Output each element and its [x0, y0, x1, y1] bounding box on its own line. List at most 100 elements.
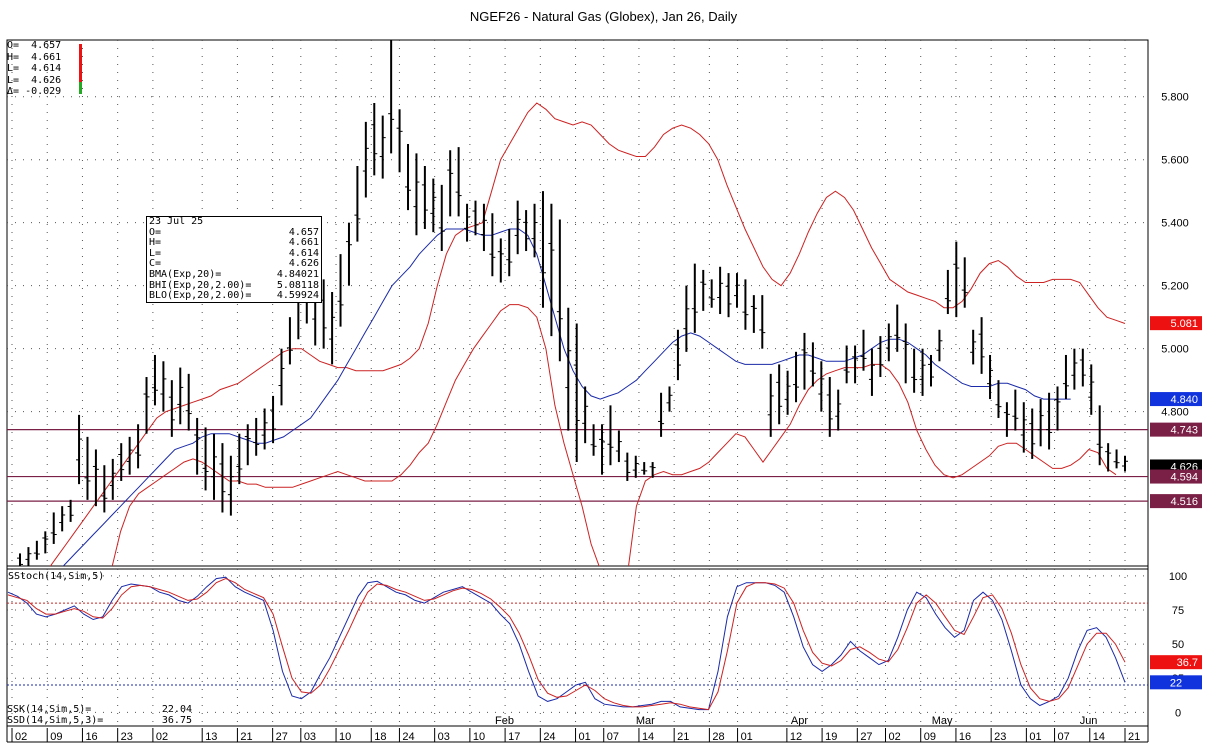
- date-tick-label: 19: [825, 731, 837, 743]
- stoch-d-badge: [1150, 655, 1202, 670]
- stoch-tick-label: 100: [1169, 571, 1187, 583]
- info-row-label: L=: [149, 247, 162, 259]
- date-tick-label: 07: [607, 731, 619, 743]
- price-badge-label: 4.840: [1170, 394, 1198, 406]
- price-tick-label: 5.800: [1161, 92, 1189, 104]
- stoch-value-label: SSK(14,Sim,5)=: [7, 704, 92, 715]
- date-tick-label: 18: [374, 731, 386, 743]
- date-tick-label: 21: [1128, 731, 1140, 743]
- chart-title: NGEF26 - Natural Gas (Globex), Jan 26, D…: [469, 9, 738, 24]
- price-tick-label: 5.000: [1161, 344, 1189, 356]
- stoch-k-badge: [1150, 675, 1202, 690]
- info-row-label: H=: [149, 237, 162, 249]
- info-row: L= 4.614: [147, 247, 321, 260]
- price-tick-label: 5.600: [1161, 155, 1189, 167]
- info-row-value: 4.59924: [276, 290, 319, 302]
- date-tick-label: 12: [790, 731, 802, 743]
- ohlc-header-value: -0.029: [19, 86, 62, 97]
- date-tick-label: 07: [1058, 731, 1070, 743]
- month-label: May: [932, 715, 953, 727]
- stoch-value-row: SSK(14,Sim,5)= 22.04: [7, 704, 192, 715]
- info-row: BLO(Exp,20,2.00)= 4.59924: [147, 291, 321, 302]
- info-row-value: 4.661: [288, 237, 319, 249]
- info-row-label: BHI(Exp,20,2.00)=: [149, 279, 252, 291]
- ohlc-header-row: L= 4.626: [7, 75, 61, 87]
- date-tick-label: 02: [888, 731, 900, 743]
- date-tick-label: 01: [579, 731, 591, 743]
- main-panel-frame: [6, 39, 1149, 567]
- date-tick-label: 13: [205, 731, 217, 743]
- info-box: 23 Jul 25 O= 4.657 H= 4.661 L= 4.614 C= 4.626 BM…: [146, 216, 322, 303]
- ohlc-header-value: 4.614: [19, 63, 62, 74]
- date-tick-label: 23: [121, 731, 133, 743]
- date-tick-label: 14: [642, 731, 654, 743]
- price-badge-label: 4.594: [1170, 472, 1198, 484]
- info-row-value: 5.08118: [276, 279, 319, 291]
- ohlc-header-row: O= 4.657: [7, 40, 61, 52]
- stoch-d-line: [7, 578, 1126, 711]
- ohlc-header-label: L=: [7, 74, 20, 86]
- info-row-value: 4.657: [288, 226, 319, 238]
- date-tick-label: 01: [1029, 731, 1041, 743]
- ohlc-header-row: H= 4.661: [7, 52, 61, 64]
- bollinger-lower-line: [111, 304, 1117, 566]
- ohlc-header-label: O=: [7, 40, 20, 51]
- month-label: Jun: [1080, 715, 1098, 727]
- date-tick-label: 24: [543, 731, 555, 743]
- stoch-tick-label: 75: [1172, 605, 1184, 617]
- date-tick-label: 03: [438, 731, 450, 743]
- stoch-panel-frame: [6, 568, 1149, 727]
- price-tick-label: 5.200: [1161, 281, 1189, 293]
- month-label: Apr: [791, 715, 808, 727]
- info-row-value: 4.84021: [276, 268, 319, 280]
- ohlc-header-value: 4.661: [19, 51, 62, 63]
- date-tick-label: 09: [50, 731, 62, 743]
- ohlc-header-value: 4.626: [19, 74, 62, 86]
- price-tick-label: 5.400: [1161, 218, 1189, 230]
- price-badge-label: 4.516: [1170, 496, 1198, 508]
- info-date: 23 Jul 25: [149, 216, 204, 227]
- date-tick-label: 27: [860, 731, 872, 743]
- date-tick-label: 16: [959, 731, 971, 743]
- moving-average-line: [62, 228, 1071, 566]
- info-row: O= 4.657: [147, 226, 321, 239]
- date-tick-label: 21: [677, 731, 689, 743]
- stoch-value-number: 36.75: [161, 715, 192, 726]
- ohlc-header-label: H=: [7, 51, 20, 63]
- price-badge: [1150, 469, 1202, 484]
- ohlc-header-label: Δ=: [7, 86, 20, 97]
- info-row-value: 4.626: [288, 258, 319, 270]
- info-row: C= 4.626: [147, 259, 321, 270]
- stoch-values: SSK(14,Sim,5)= 22.04 SSD(14,Sim,5,3)= 36.75: [7, 704, 192, 726]
- info-row: BMA(Exp,20)= 4.84021: [147, 268, 321, 281]
- stoch-k-line: [7, 576, 1126, 711]
- date-tick-label: 03: [304, 731, 316, 743]
- month-label: Feb: [495, 715, 514, 727]
- info-row: BHI(Exp,20,2.00)= 5.08118: [147, 279, 321, 292]
- ohlc-header-row: L= 4.614: [7, 63, 61, 75]
- stoch-d-badge-label: 36.7: [1177, 657, 1198, 669]
- bollinger-upper-line: [49, 102, 1126, 566]
- ohlc-range-marker: [79, 44, 82, 94]
- info-row-label: O=: [149, 226, 162, 238]
- date-tick-label: 09: [924, 731, 936, 743]
- date-tick-label: 17: [508, 731, 520, 743]
- month-label: Mar: [636, 715, 655, 727]
- date-tick-label: 02: [156, 731, 168, 743]
- date-tick-label: 23: [994, 731, 1006, 743]
- price-badge-label: 4.743: [1170, 425, 1198, 437]
- ohlc-header: O= 4.657 H= 4.661 L= 4.614 L= 4.626 Δ= -0.02…: [7, 40, 61, 98]
- price-tick-label: 4.800: [1161, 407, 1189, 419]
- info-row-label: BLO(Exp,20,2.00)=: [149, 290, 252, 302]
- stoch-tick-label: 50: [1172, 639, 1184, 651]
- ohlc-header-row: Δ= -0.029: [7, 86, 61, 98]
- price-badge: [1150, 422, 1202, 437]
- stoch-value-label: SSD(14,Sim,5,3)=: [7, 715, 104, 726]
- ohlc-change-marker: [79, 82, 82, 94]
- info-row-label: BMA(Exp,20)=: [149, 268, 222, 280]
- date-tick-label: 21: [240, 731, 252, 743]
- price-badge: [1150, 494, 1202, 509]
- date-tick-label: 01: [741, 731, 753, 743]
- stoch-tick-label: 0: [1175, 707, 1181, 719]
